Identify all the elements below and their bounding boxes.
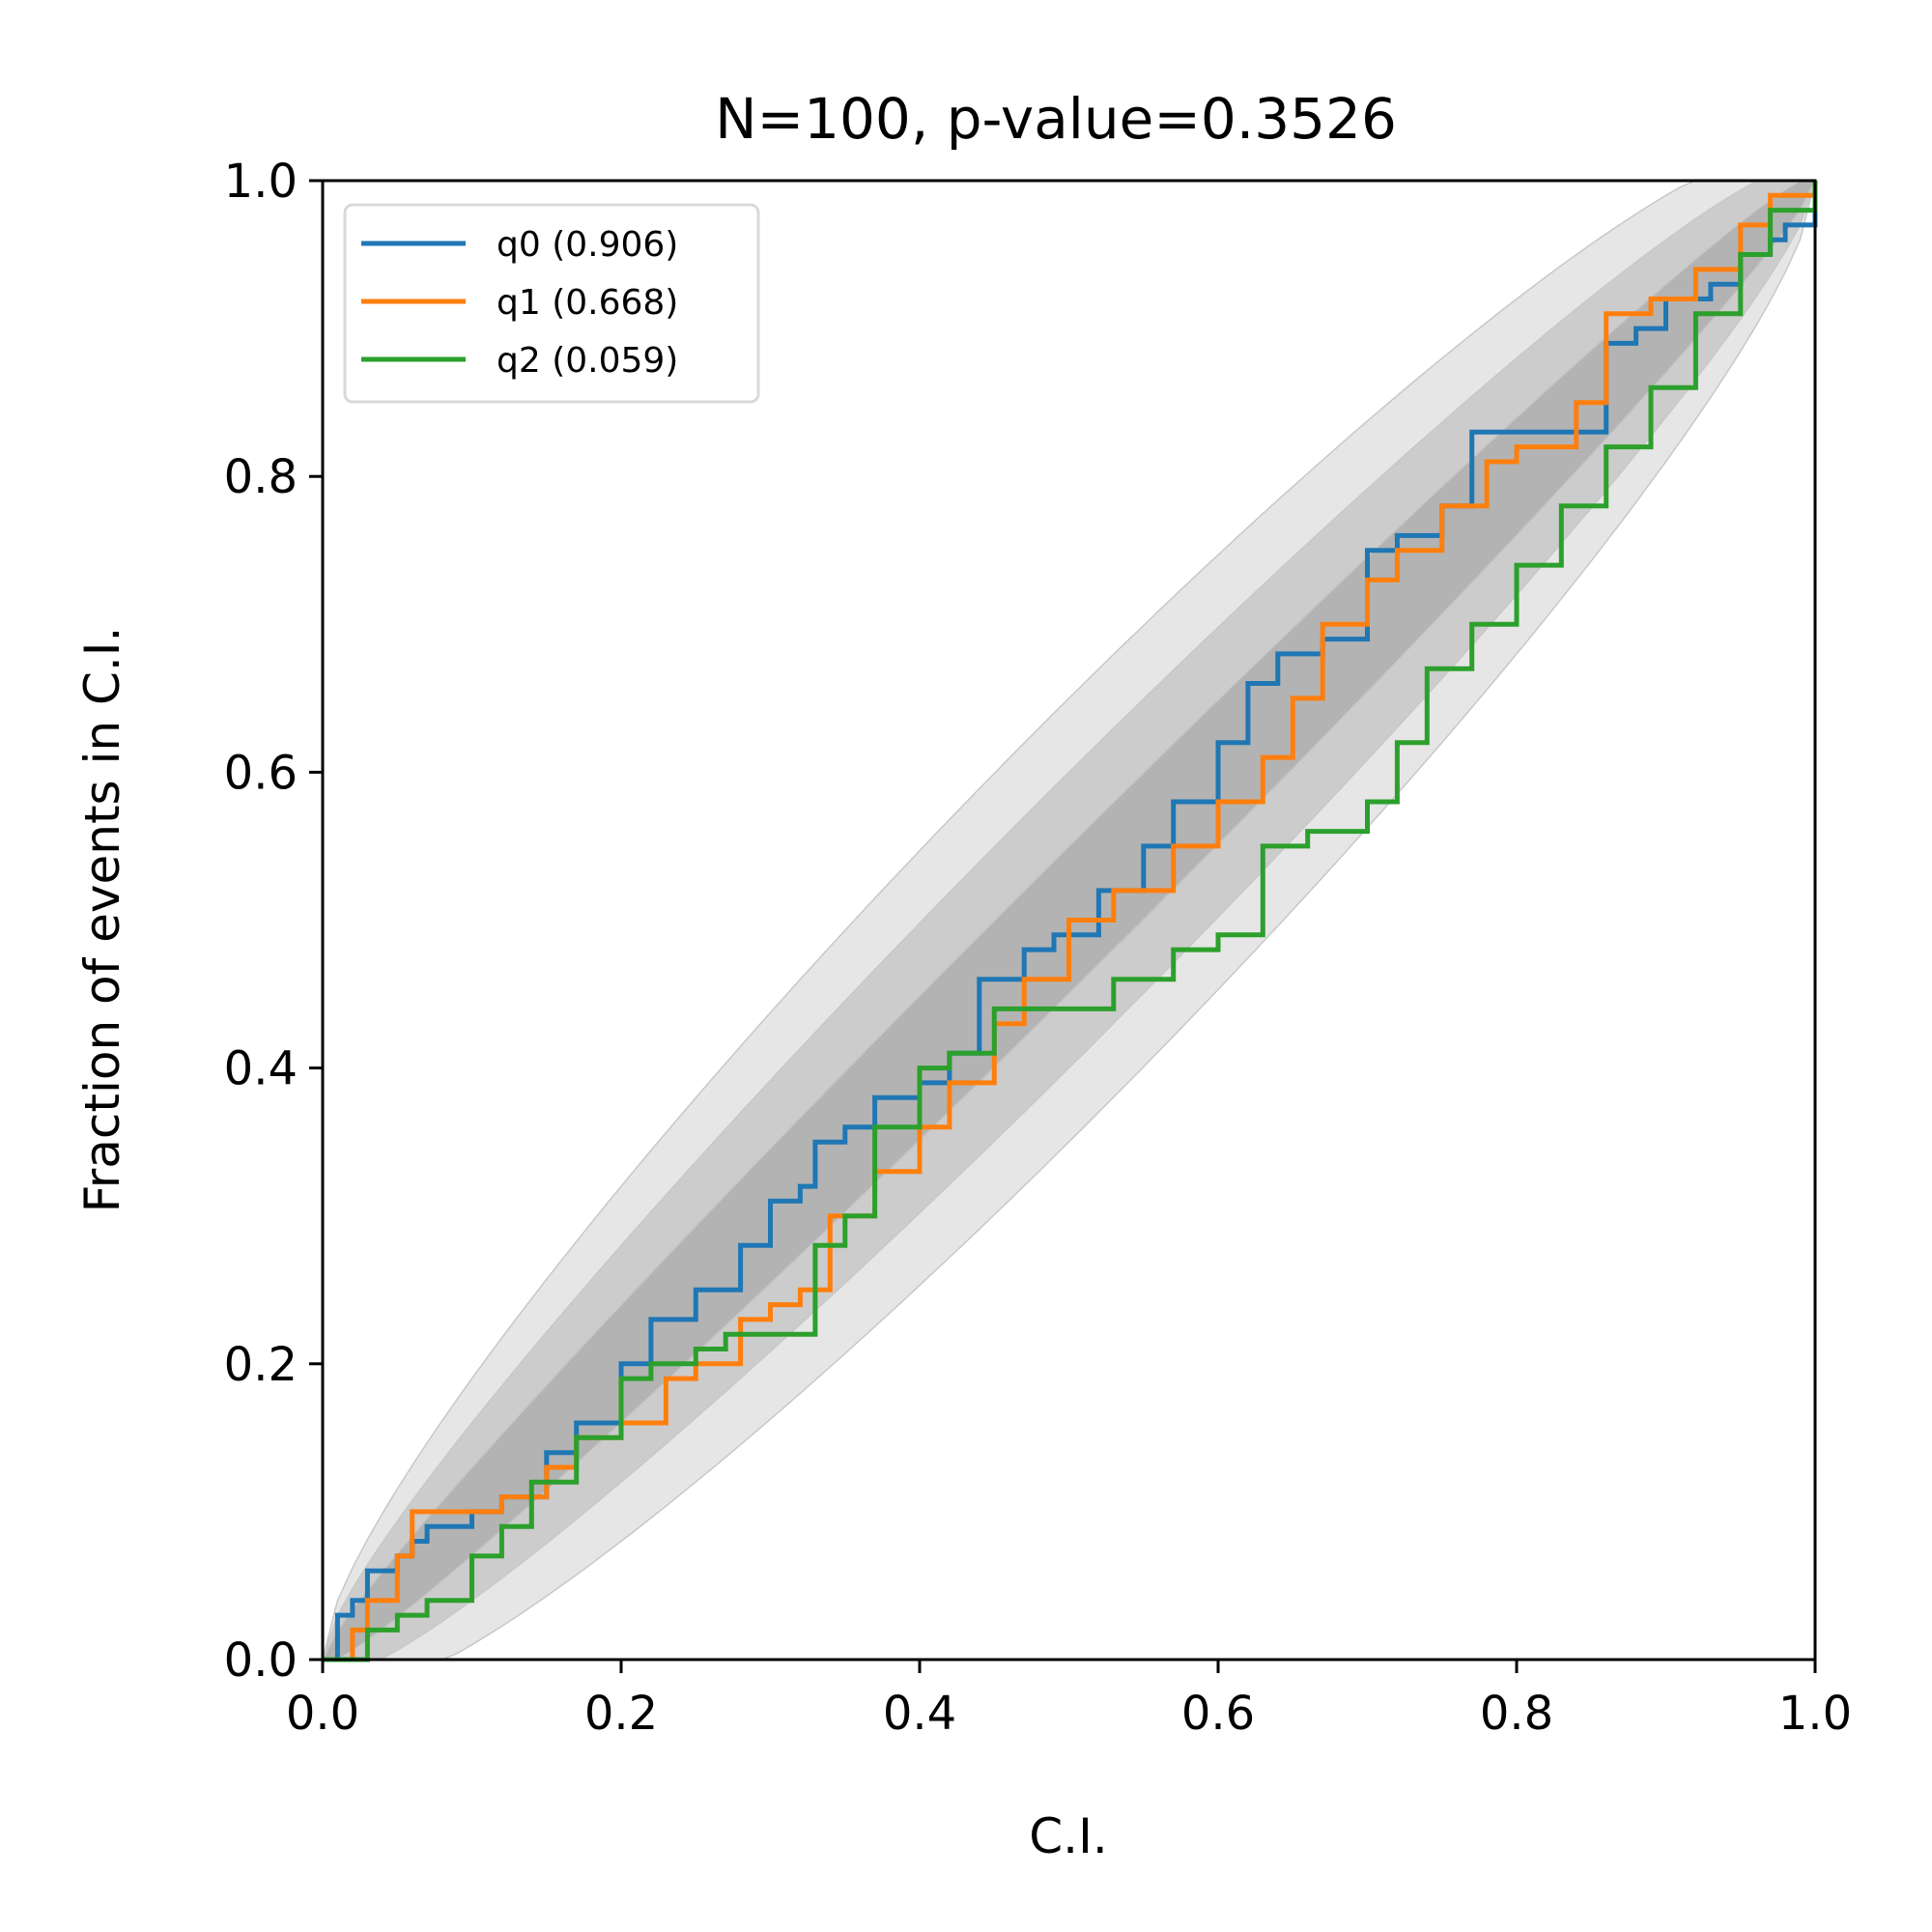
y-tick-label: 1.0 — [224, 155, 298, 209]
series-line-q1 — [323, 181, 1818, 1662]
x-tick-label: 0.4 — [883, 1687, 956, 1741]
legend-label-q1: q1 (0.668) — [497, 283, 678, 323]
x-axis-label: C.I. — [1029, 1808, 1107, 1864]
legend-label-q0: q0 (0.906) — [497, 225, 678, 265]
chart-title: N=100, p-value=0.3526 — [715, 86, 1397, 152]
series-line-q2 — [323, 181, 1818, 1662]
series-lines — [323, 181, 1818, 1662]
y-tick-label: 0.4 — [224, 1042, 298, 1096]
plot-frame — [321, 179, 1817, 1662]
x-tick-label: 0.0 — [286, 1687, 359, 1741]
legend-box — [343, 203, 760, 404]
y-tick-label: 0.0 — [224, 1634, 298, 1688]
y-tick-label: 0.8 — [224, 450, 298, 504]
y-axis-label: Fraction of events in C.I. — [74, 627, 130, 1213]
x-tick-label: 0.2 — [584, 1687, 658, 1741]
y-tick-label: 0.2 — [224, 1338, 298, 1392]
x-tick-label: 0.8 — [1480, 1687, 1553, 1741]
legend: q0 (0.906) q1 (0.668) q2 (0.059) — [343, 203, 760, 404]
axis-ticks: 0.0 0.2 0.4 0.6 0.8 1.0 0.0 0.2 0.4 0.6 0.8 1.0 — [224, 155, 1853, 1741]
y-tick-label: 0.6 — [224, 746, 298, 800]
x-tick-label: 1.0 — [1778, 1687, 1852, 1741]
x-tick-label: 0.6 — [1181, 1687, 1255, 1741]
legend-label-q2: q2 (0.059) — [497, 341, 678, 381]
